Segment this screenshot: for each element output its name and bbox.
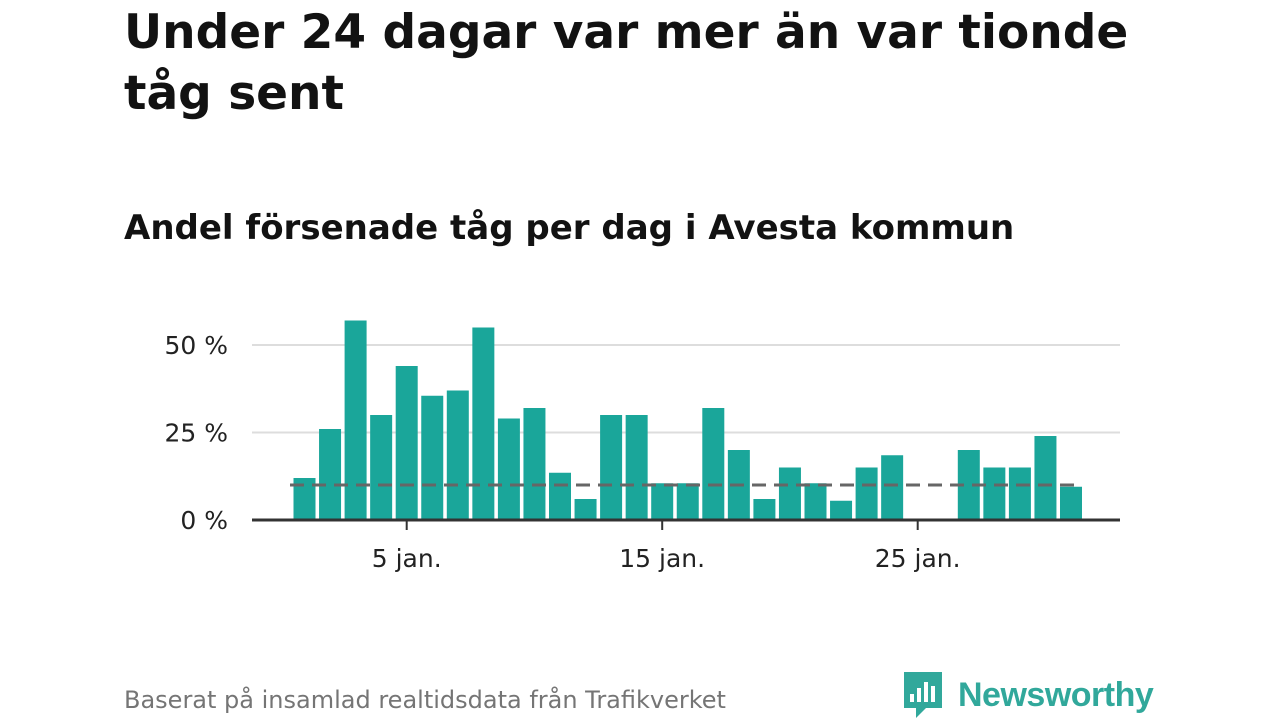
bar-day-17 bbox=[702, 408, 725, 520]
source-note: Baserat på insamlad realtidsdata från Tr… bbox=[124, 686, 726, 714]
bar-day-15 bbox=[651, 483, 674, 520]
bar-day-28 bbox=[983, 467, 1006, 520]
chart-subtitle: Andel försenade tåg per dag i Avesta kom… bbox=[124, 208, 1015, 248]
x-tick-label: 15 jan. bbox=[619, 544, 705, 573]
bar-day-8 bbox=[472, 327, 495, 520]
bar-day-20 bbox=[778, 467, 801, 520]
bar-day-9 bbox=[497, 418, 520, 520]
bar-day-21 bbox=[804, 483, 827, 520]
x-tick-label: 25 jan. bbox=[875, 544, 961, 573]
bar-day-24 bbox=[881, 455, 904, 520]
brand-logo: Newsworthy bbox=[902, 670, 1154, 720]
axes bbox=[252, 518, 1120, 530]
bars bbox=[293, 320, 1082, 520]
bar-day-27 bbox=[957, 450, 980, 520]
bar-day-22 bbox=[830, 500, 853, 520]
tick-labels: 0 % 25 % 50 % 5 jan. 15 jan. 25 jan. bbox=[164, 331, 960, 573]
x-tick-label: 5 jan. bbox=[372, 544, 442, 573]
newsworthy-logo-icon bbox=[904, 672, 942, 718]
bar-day-29 bbox=[1008, 467, 1031, 520]
bar-day-5 bbox=[395, 366, 418, 520]
bar-day-3 bbox=[344, 320, 367, 520]
brand-name: Newsworthy bbox=[958, 675, 1154, 714]
bar-day-1 bbox=[293, 478, 316, 520]
y-tick-label: 0 % bbox=[180, 506, 228, 535]
bar-day-7 bbox=[446, 390, 469, 520]
bar-day-10 bbox=[523, 408, 546, 520]
bar-day-2 bbox=[319, 429, 342, 520]
bar-day-14 bbox=[625, 415, 648, 520]
bar-day-11 bbox=[549, 472, 571, 520]
bar-day-19 bbox=[753, 499, 776, 520]
bar-chart: 0 % 25 % 50 % 5 jan. 15 jan. 25 jan. bbox=[164, 320, 1120, 573]
bar-day-16 bbox=[676, 483, 699, 520]
bar-day-31 bbox=[1060, 486, 1082, 520]
bar-day-6 bbox=[421, 395, 444, 520]
bar-day-4 bbox=[370, 415, 393, 520]
bar-day-23 bbox=[855, 467, 878, 520]
bar-day-12 bbox=[574, 499, 597, 520]
chart-title: Under 24 dagar var mer än var tionde tåg… bbox=[124, 5, 1129, 121]
y-tick-label: 25 % bbox=[164, 419, 228, 448]
bar-day-13 bbox=[600, 415, 623, 520]
bar-day-30 bbox=[1034, 436, 1057, 520]
y-tick-label: 50 % bbox=[164, 331, 228, 360]
